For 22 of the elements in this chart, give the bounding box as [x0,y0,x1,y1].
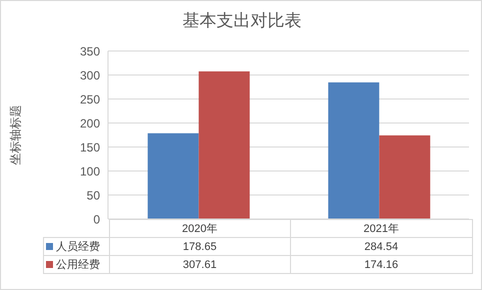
chart-title: 基本支出对比表 [182,10,302,32]
data-label: 307.61 [109,256,290,274]
x-tick-label: 2020年 [109,220,290,238]
data-label: 284.54 [290,238,472,256]
y-tick-label: 50 [86,188,100,202]
bar [379,135,430,219]
y-tick-label: 300 [80,68,100,82]
y-tick-label: 150 [80,140,100,154]
y-tick-label: 200 [80,116,100,130]
legend-label: 公用经费 [44,256,109,274]
data-label: 174.16 [290,256,472,274]
bar [198,71,250,219]
y-tick-label: 100 [80,164,100,178]
y-tick-label: 0 [93,212,100,226]
legend-label: 人员经费 [44,238,109,256]
bar [148,133,199,219]
y-axis-title: 坐标轴标题 [8,105,22,165]
y-tick-label: 350 [80,44,100,58]
x-tick-label: 2021年 [290,220,472,238]
y-tick-label: 250 [80,92,100,106]
bar [328,82,380,219]
data-label: 178.65 [109,238,290,256]
